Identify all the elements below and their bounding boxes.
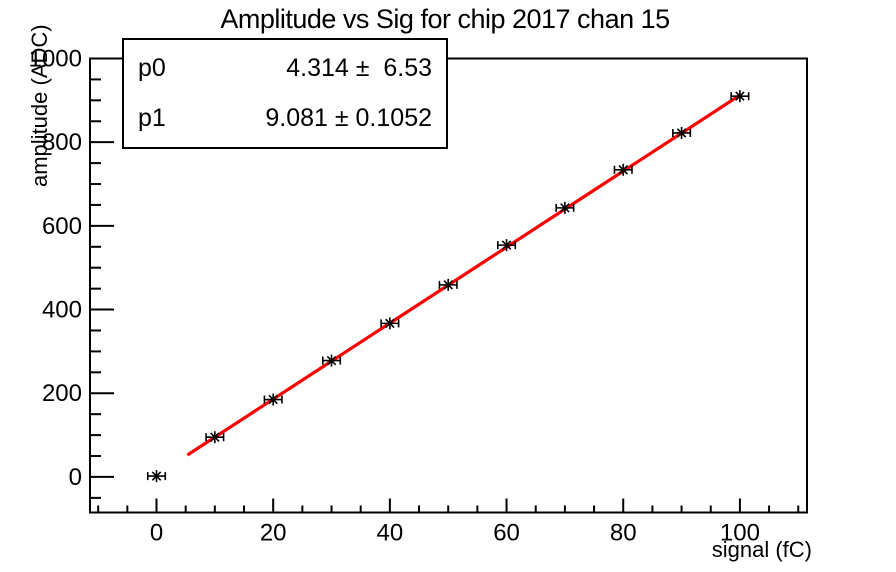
data-marker <box>676 128 687 138</box>
stats-param-name: p0 <box>138 54 166 83</box>
y-tick-label: 0 <box>69 464 82 491</box>
y-tick-label: 800 <box>42 129 82 156</box>
y-tick-label: 1000 <box>29 46 82 73</box>
y-tick-label: 600 <box>42 213 82 240</box>
x-tick-label: 20 <box>260 520 287 547</box>
stats-param-value: 4.314 ± 6.53 <box>286 54 432 83</box>
data-marker <box>268 394 278 405</box>
data-marker <box>560 203 570 213</box>
x-tick-label: 40 <box>377 520 404 547</box>
y-tick-label: 200 <box>42 380 82 407</box>
plot-frame <box>89 57 808 514</box>
stats-param-name: p1 <box>138 103 166 132</box>
data-marker <box>443 280 453 290</box>
y-axis-title: amplitude (ADC) <box>27 24 52 187</box>
y-tick-label: 400 <box>42 297 82 324</box>
fit-line <box>186 93 741 457</box>
data-marker <box>385 318 395 329</box>
x-tick-label: 100 <box>720 520 760 547</box>
data-marker <box>151 471 162 481</box>
stats-param-value: 9.081 ± 0.1052 <box>265 103 432 132</box>
x-tick-label: 0 <box>150 520 163 547</box>
x-tick-label: 80 <box>610 520 637 547</box>
x-tick-label: 60 <box>493 520 520 547</box>
fit-stats-box: p0 4.314 ± 6.53 p1 9.081 ± 0.1052 <box>122 38 448 149</box>
stats-row-p1: p1 9.081 ± 0.1052 <box>138 104 432 133</box>
data-marker <box>618 165 628 175</box>
data-marker <box>326 355 337 366</box>
data-marker <box>501 240 512 250</box>
data-marker <box>735 91 745 101</box>
chart-title: Amplitude vs Sig for chip 2017 chan 15 <box>220 4 670 34</box>
data-marker <box>210 432 220 442</box>
stats-row-p0: p0 4.314 ± 6.53 <box>138 54 432 83</box>
x-axis-title: signal (fC) <box>712 537 812 562</box>
